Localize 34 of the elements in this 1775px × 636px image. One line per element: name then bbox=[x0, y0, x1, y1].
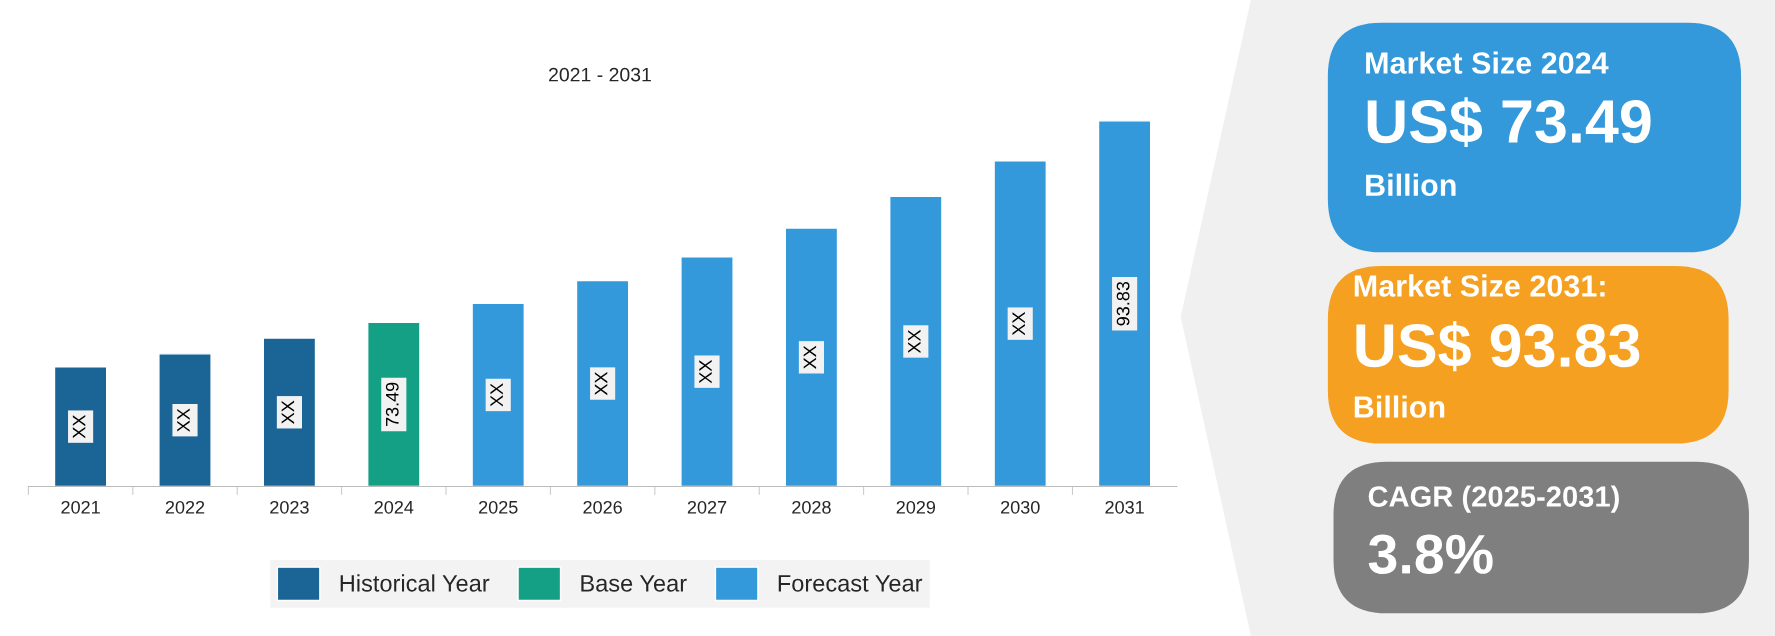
text: CAGR (2025-2031) bbox=[1368, 485, 1619, 513]
text: Billion bbox=[1366, 173, 1456, 197]
legend-label: Base Year bbox=[581, 575, 687, 592]
data-label: XX bbox=[1012, 311, 1025, 336]
data-label: XX bbox=[490, 383, 503, 407]
text: 3.8% bbox=[1368, 534, 1493, 575]
x-tick-label: 2023 bbox=[270, 500, 309, 514]
data-label: XX bbox=[699, 360, 712, 384]
data-label: 93.83 bbox=[1116, 281, 1130, 326]
x-tick-label: 2025 bbox=[479, 500, 518, 514]
x-tick-label: 2021 bbox=[61, 500, 100, 514]
data-label: XX bbox=[281, 400, 295, 424]
chart-title: 2021 - 2031 bbox=[549, 67, 651, 82]
data-label: XX bbox=[72, 414, 86, 439]
data-label: XX bbox=[594, 371, 608, 396]
legend-label: Forecast Year bbox=[778, 575, 923, 592]
legend-label: Historical Year bbox=[340, 574, 490, 592]
x-tick-label: 2024 bbox=[374, 500, 414, 514]
data-label: XX bbox=[803, 345, 817, 369]
x-tick-label: 2031 bbox=[1105, 500, 1144, 514]
x-tick-label: 2029 bbox=[896, 500, 936, 514]
data-label: 73.49 bbox=[385, 382, 399, 427]
data-label: XX bbox=[177, 408, 190, 432]
x-tick-label: 2027 bbox=[687, 500, 727, 514]
x-tick-label: 2030 bbox=[1001, 500, 1040, 514]
data-label: XX bbox=[908, 329, 921, 354]
text: US$ 73.49 bbox=[1367, 97, 1651, 148]
text: Billion bbox=[1354, 395, 1445, 418]
x-tick-label: 2028 bbox=[792, 500, 831, 514]
text: Market Size 2031: bbox=[1354, 274, 1605, 297]
text: Market Size 2024 bbox=[1366, 51, 1609, 74]
x-tick-label: 2022 bbox=[165, 500, 205, 514]
x-tick-label: 2026 bbox=[583, 500, 622, 514]
text: US$ 93.83 bbox=[1356, 321, 1640, 372]
